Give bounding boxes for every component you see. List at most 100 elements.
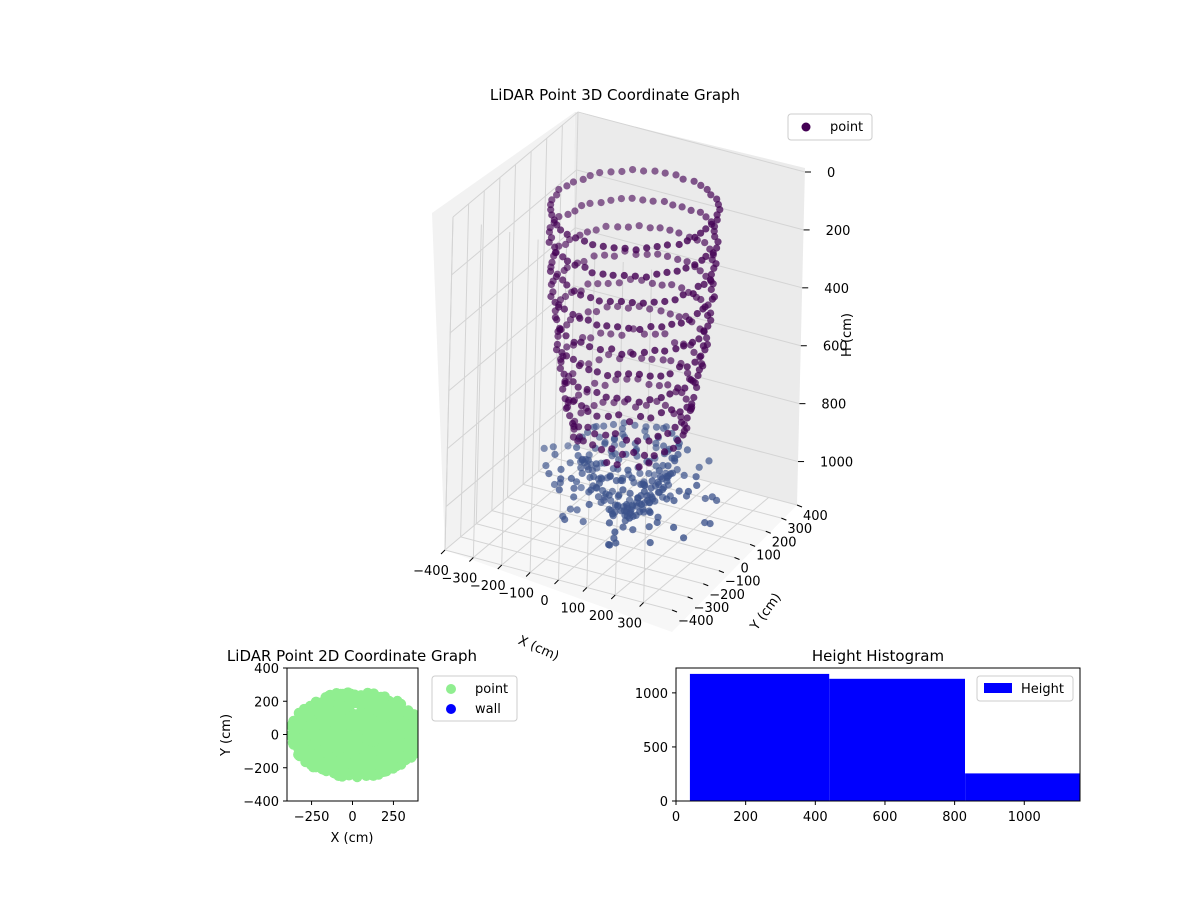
point-3d (618, 167, 626, 176)
point-3d (572, 234, 580, 242)
point-3d (667, 357, 675, 365)
point-3d (540, 444, 548, 452)
point-3d (560, 305, 569, 313)
point-3d (618, 331, 626, 339)
point-3d (579, 437, 587, 445)
point-3d (617, 297, 626, 306)
point-3d (655, 382, 664, 390)
point-2d (326, 741, 337, 752)
point-3d (591, 379, 599, 387)
point-3d (650, 471, 658, 479)
point-3d (658, 323, 666, 331)
point-3d (576, 314, 584, 322)
point-3d (664, 429, 672, 438)
point-3d (694, 282, 702, 290)
point-cloud-2d-clip (287, 687, 418, 783)
point-3d (702, 225, 710, 233)
point-3d (611, 528, 619, 536)
point-3d (629, 166, 637, 174)
point-2d (367, 746, 379, 758)
y-tick-mark-3d (687, 596, 693, 600)
point-3d (668, 406, 676, 414)
point-2d (385, 742, 397, 754)
point-3d (697, 352, 705, 360)
y-tick-label-histogram: 1000 (635, 687, 668, 702)
point-3d (566, 412, 574, 420)
point-3d (584, 280, 592, 288)
point-3d (607, 330, 615, 338)
y-tick-label-3d: 300 (787, 522, 812, 537)
point-2d (304, 710, 315, 721)
point-3d (675, 240, 683, 249)
point-3d (683, 363, 691, 371)
y-tick-label-2d: −200 (243, 762, 279, 777)
point-3d (625, 514, 634, 522)
point-3d (640, 167, 648, 175)
point-3d (657, 394, 665, 402)
legend-3d: point (787, 113, 873, 141)
point-3d (685, 316, 693, 324)
x-tick-mark-3d (497, 564, 503, 570)
point-3d (676, 363, 684, 371)
point-3d (585, 360, 593, 368)
y-tick-label-3d: 100 (756, 548, 781, 563)
point-3d (557, 358, 565, 366)
point-3d (646, 372, 654, 380)
point-3d (675, 313, 683, 321)
point-3d (628, 194, 636, 202)
point-2d (388, 727, 400, 739)
point-3d (681, 384, 689, 392)
point-3d (642, 423, 650, 431)
point-3d (625, 324, 633, 332)
point-3d (603, 322, 611, 330)
point-3d (614, 370, 622, 378)
point-3d (578, 455, 587, 463)
point-3d (687, 206, 695, 214)
point-3d (680, 534, 688, 542)
point-3d (650, 298, 658, 306)
point-3d (691, 233, 699, 241)
point-3d (675, 487, 683, 495)
point-3d (580, 257, 588, 266)
point-3d (555, 486, 563, 494)
point-3d (574, 437, 582, 445)
point-3d (637, 500, 646, 509)
point-3d (561, 377, 569, 385)
point-3d (620, 271, 628, 280)
point-2d (355, 690, 367, 701)
point-3d (594, 280, 602, 288)
x-tick-label-3d: −100 (498, 587, 534, 602)
point-3d (647, 414, 655, 422)
point-3d (563, 343, 571, 351)
point-3d (619, 486, 627, 494)
point-3d (661, 401, 670, 409)
point-3d (632, 246, 640, 254)
chart-histogram: Height Histogram 0 200 400 600 800 1000 0 500 10… (635, 647, 1081, 825)
point-3d (581, 263, 589, 271)
point-3d (640, 348, 649, 356)
point-3d (592, 308, 601, 316)
point-3d (574, 383, 582, 391)
point-3d (643, 250, 651, 258)
point-3d (639, 196, 647, 204)
point-3d (653, 270, 661, 278)
point-3d (659, 461, 667, 470)
point-3d (709, 249, 717, 257)
point-3d (583, 228, 592, 236)
point-3d (654, 250, 662, 258)
point-3d (570, 287, 578, 295)
point-3d (658, 281, 666, 289)
point-3d (697, 181, 705, 189)
point-2d (365, 703, 377, 715)
point-2d (343, 736, 354, 747)
point-3d (589, 441, 597, 449)
point-3d (560, 266, 568, 275)
point-cloud-3d (540, 166, 724, 549)
point-3d (562, 332, 570, 340)
point-3d (571, 207, 579, 215)
point-3d (572, 478, 581, 486)
point-3d (563, 321, 571, 329)
point-3d (604, 279, 612, 288)
point-3d (556, 326, 564, 334)
point-2d (395, 705, 406, 716)
